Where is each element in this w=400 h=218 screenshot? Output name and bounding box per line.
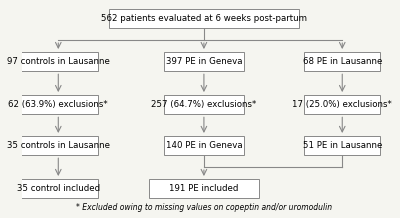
FancyBboxPatch shape [18,136,98,155]
Text: 562 patients evaluated at 6 weeks post-partum: 562 patients evaluated at 6 weeks post-p… [101,14,307,23]
Text: 97 controls in Lausanne: 97 controls in Lausanne [7,57,110,66]
FancyBboxPatch shape [18,52,98,71]
FancyBboxPatch shape [164,95,244,114]
Text: 68 PE in Lausanne: 68 PE in Lausanne [302,57,382,66]
Text: 62 (63.9%) exclusions*: 62 (63.9%) exclusions* [8,100,108,109]
Text: 191 PE included: 191 PE included [169,184,238,193]
FancyBboxPatch shape [304,52,380,71]
Text: 51 PE in Lausanne: 51 PE in Lausanne [302,141,382,150]
Text: 257 (64.7%) exclusions*: 257 (64.7%) exclusions* [151,100,256,109]
FancyBboxPatch shape [149,179,258,198]
FancyBboxPatch shape [18,95,98,114]
FancyBboxPatch shape [304,95,380,114]
FancyBboxPatch shape [109,9,298,28]
FancyBboxPatch shape [304,136,380,155]
FancyBboxPatch shape [164,52,244,71]
Text: 397 PE in Geneva: 397 PE in Geneva [166,57,242,66]
Text: 35 controls in Lausanne: 35 controls in Lausanne [7,141,110,150]
Text: 17 (25.0%) exclusions*: 17 (25.0%) exclusions* [292,100,392,109]
Text: 35 control included: 35 control included [17,184,100,193]
FancyBboxPatch shape [164,136,244,155]
FancyBboxPatch shape [18,179,98,198]
Text: * Excluded owing to missing values on copeptin and/or uromodulin: * Excluded owing to missing values on co… [76,203,332,212]
Text: 140 PE in Geneva: 140 PE in Geneva [166,141,242,150]
